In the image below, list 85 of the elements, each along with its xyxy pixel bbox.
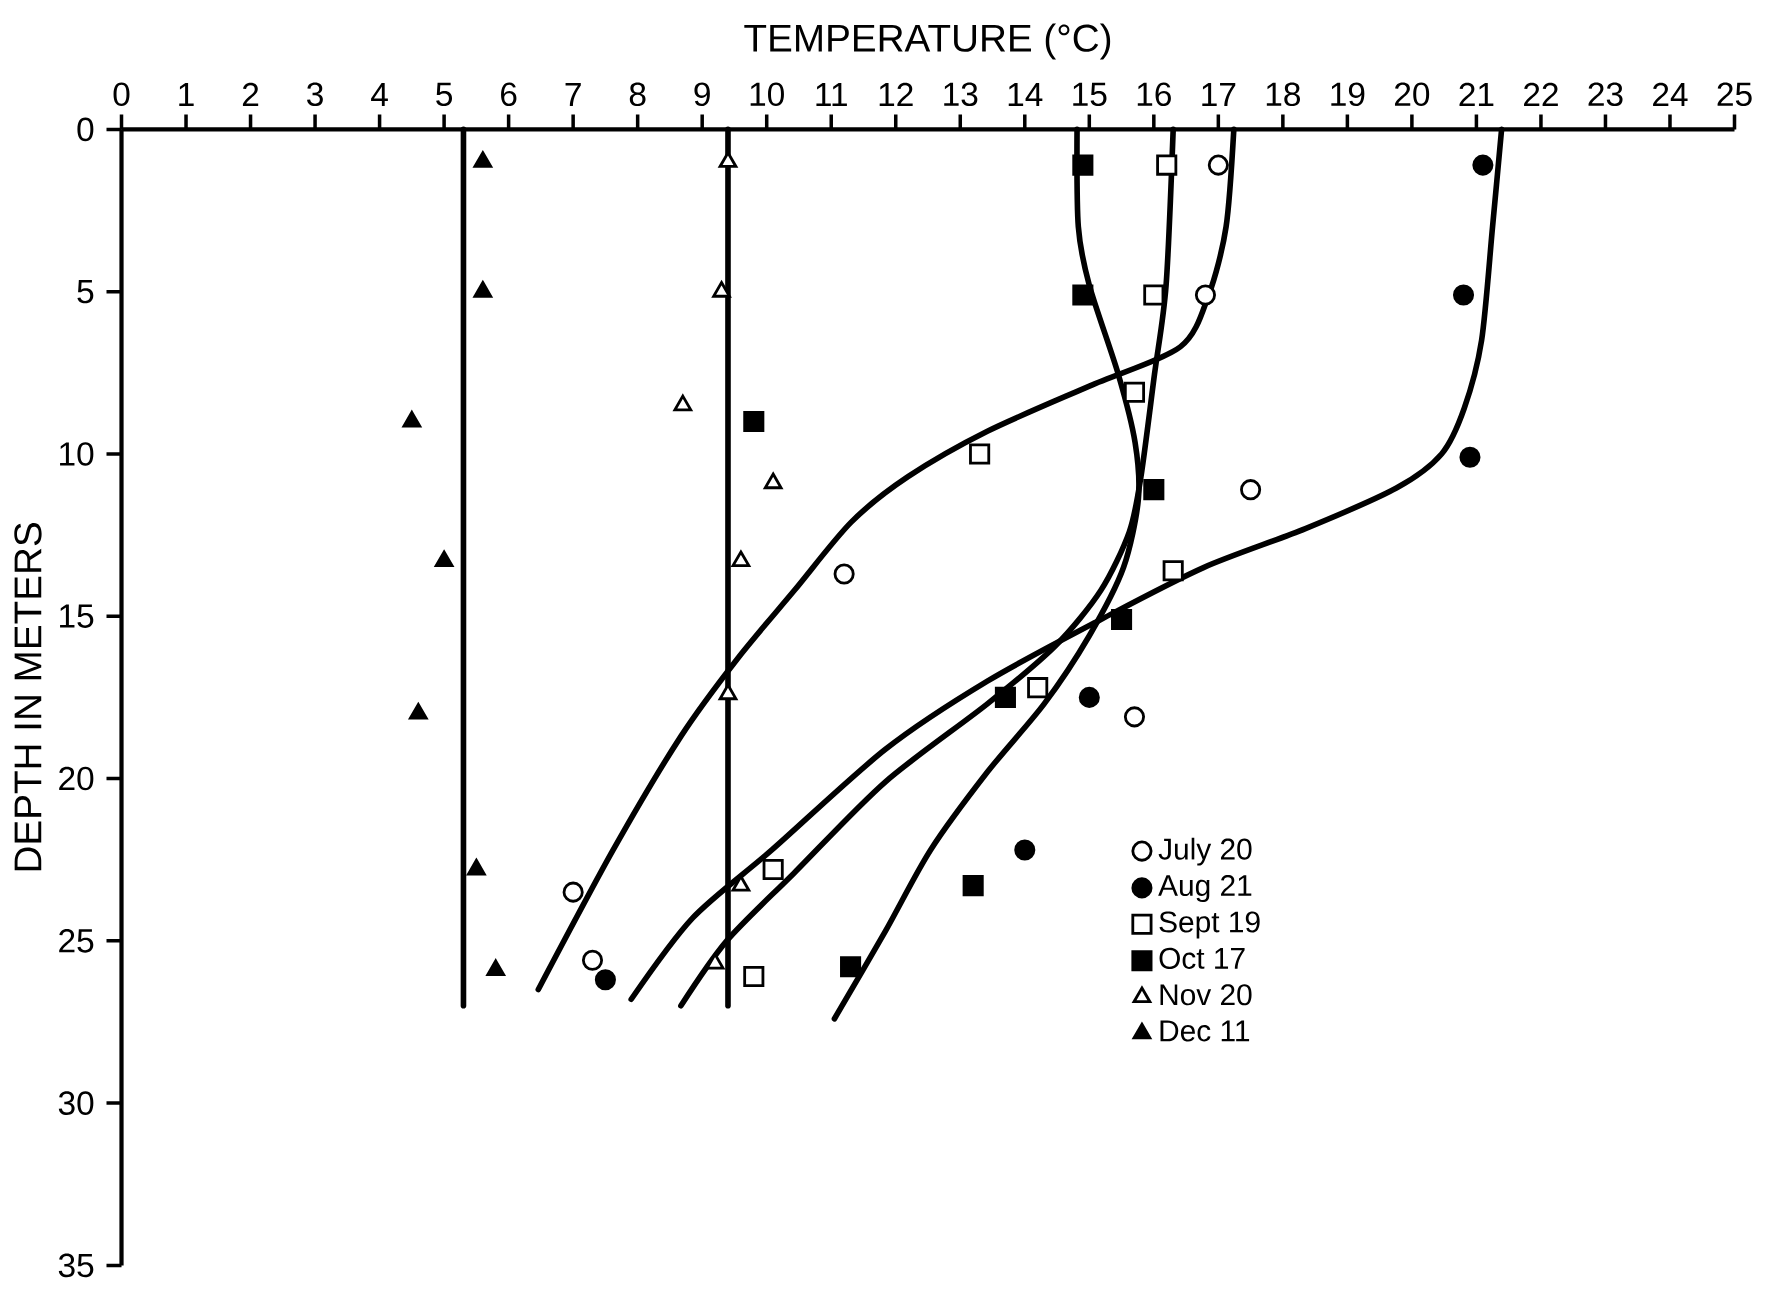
x-tick-label: 3	[307, 82, 323, 107]
point	[743, 410, 765, 433]
point	[1207, 154, 1229, 176]
x-tick-label: 1	[179, 83, 194, 107]
x-tick-label: 2	[242, 82, 259, 107]
x-tick-label: 9	[694, 82, 710, 107]
x-tick-label: 24	[1653, 82, 1688, 107]
y-tick-label: 25	[59, 929, 94, 953]
point	[762, 858, 784, 880]
x-tick-label: 5	[436, 82, 453, 107]
point	[402, 410, 422, 428]
x-tick-label: 18	[1266, 82, 1300, 107]
point	[1143, 479, 1165, 501]
x-tick-label: 7	[565, 83, 581, 107]
point	[1459, 446, 1481, 468]
y-tick-label: 5	[77, 280, 94, 304]
point	[994, 686, 1016, 708]
point	[718, 151, 738, 168]
legend-label: Oct 17	[1159, 947, 1245, 969]
y-axis-title: DEPTH IN METERS	[14, 523, 42, 871]
point	[731, 550, 751, 568]
x-axis-title: TEMPERATURE (°C)	[744, 23, 1111, 60]
point	[1194, 284, 1216, 306]
point	[962, 875, 984, 897]
legend-label: Aug 21	[1158, 874, 1252, 902]
point	[473, 281, 493, 298]
x-tick-label: 19	[1331, 82, 1365, 107]
point	[1072, 154, 1094, 176]
point	[1472, 154, 1494, 176]
point	[594, 969, 616, 991]
point	[467, 858, 486, 876]
point	[1111, 608, 1133, 631]
point	[581, 949, 604, 971]
x-tick-label: 16	[1137, 82, 1171, 107]
y-tick-label: 0	[77, 117, 94, 142]
y-tick-label: 30	[58, 1091, 94, 1115]
x-tick-label: 21	[1459, 82, 1494, 107]
point	[408, 703, 428, 720]
point	[1143, 284, 1165, 306]
point	[473, 151, 493, 168]
x-tick-label: 10	[750, 82, 784, 107]
point	[731, 875, 751, 892]
legend-label: Dec 11	[1160, 1020, 1250, 1042]
x-tick-label: 17	[1202, 83, 1236, 107]
point	[434, 550, 454, 568]
x-tick-label: 0	[113, 82, 130, 107]
point	[1240, 479, 1262, 501]
y-tick-label: 20	[59, 766, 94, 791]
x-tick-label: 12	[879, 82, 913, 107]
x-tick-label: 13	[944, 82, 978, 107]
x-tick-label: 6	[501, 82, 517, 107]
x-tick-label: 22	[1524, 82, 1558, 107]
y-tick-label: 15	[60, 604, 94, 628]
point	[1014, 839, 1036, 861]
point	[743, 965, 765, 988]
point	[1162, 560, 1184, 582]
point	[969, 443, 991, 465]
point	[763, 472, 783, 490]
x-tick-label: 8	[629, 82, 646, 107]
point	[833, 563, 855, 585]
x-tick-label: 14	[1008, 83, 1043, 107]
y-tick-label: 35	[58, 1253, 94, 1278]
legend-label: Sept 19	[1159, 911, 1260, 939]
point	[718, 683, 738, 701]
x-tick-label: 15	[1073, 82, 1107, 107]
point	[486, 959, 506, 977]
x-tick-label: 4	[371, 83, 388, 107]
point	[1123, 706, 1146, 728]
point	[1078, 686, 1100, 708]
x-tick-label: 25	[1717, 82, 1752, 107]
point	[1123, 381, 1146, 403]
legend-label: Nov 20	[1160, 984, 1252, 1006]
point	[673, 394, 693, 412]
legend-label: July 20	[1158, 837, 1252, 866]
point	[562, 881, 584, 903]
point	[840, 956, 862, 978]
point	[712, 281, 731, 298]
x-tick-label: 11	[816, 83, 847, 107]
point	[1072, 284, 1094, 306]
x-tick-label: 23	[1588, 82, 1623, 107]
point	[1452, 284, 1475, 306]
y-tick-label: 10	[60, 442, 94, 466]
point	[1156, 154, 1178, 176]
x-tick-label: 20	[1394, 82, 1430, 107]
point	[1027, 677, 1049, 699]
